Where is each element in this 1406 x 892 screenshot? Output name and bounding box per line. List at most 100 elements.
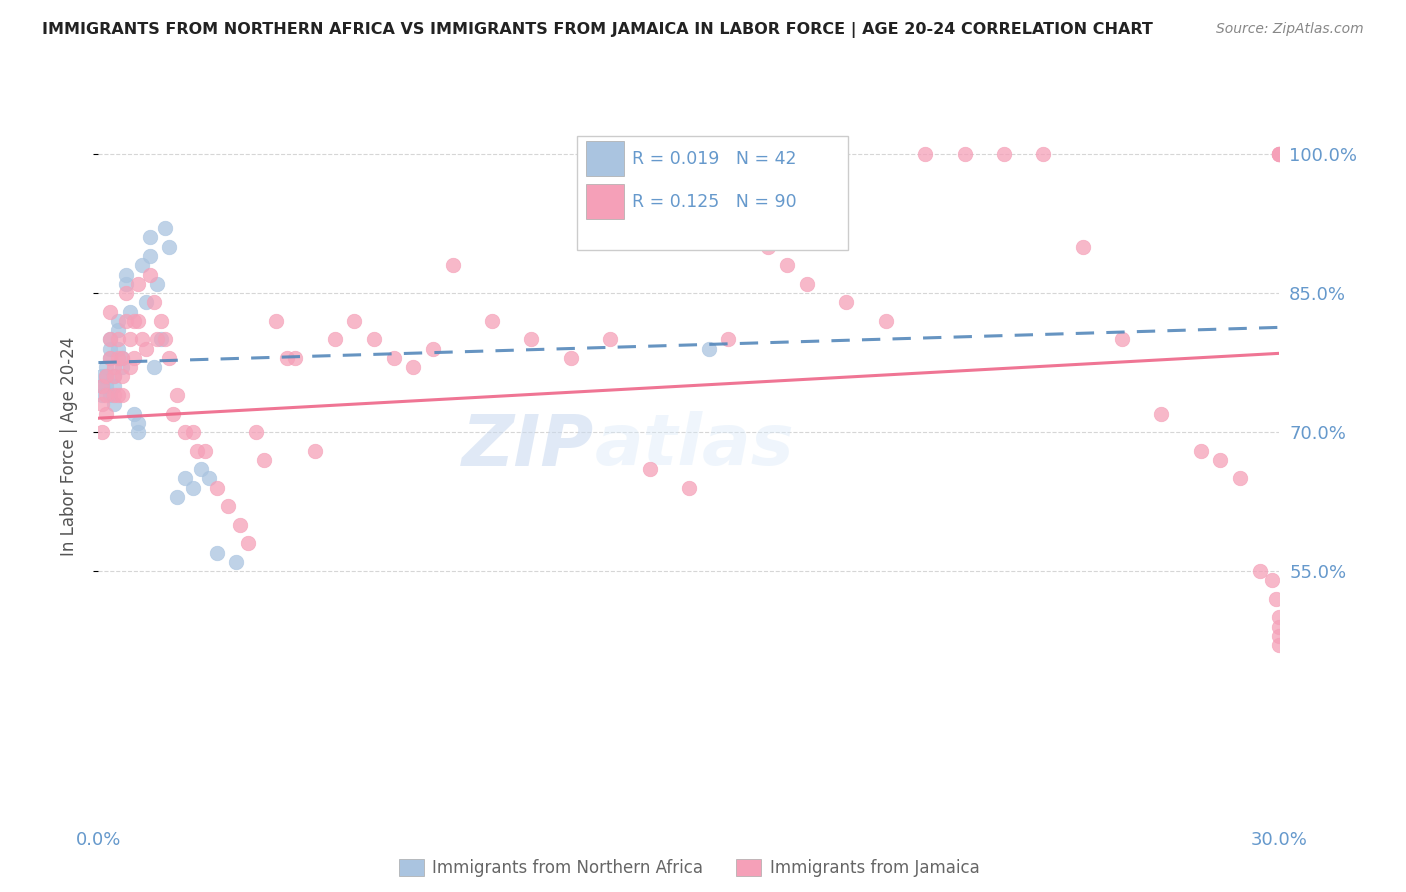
Point bbox=[150, 314, 173, 328]
Point bbox=[107, 342, 129, 356]
Point bbox=[796, 277, 818, 291]
Point bbox=[323, 333, 346, 347]
Point bbox=[1268, 147, 1291, 161]
Point bbox=[1150, 407, 1173, 421]
Point bbox=[107, 351, 129, 365]
Text: ZIP: ZIP bbox=[463, 411, 595, 481]
Point bbox=[98, 388, 121, 402]
Point bbox=[697, 342, 720, 356]
Point bbox=[142, 360, 165, 375]
FancyBboxPatch shape bbox=[586, 184, 624, 219]
Point bbox=[127, 425, 149, 439]
Point bbox=[166, 490, 188, 504]
Point bbox=[181, 425, 204, 439]
Point bbox=[107, 333, 129, 347]
Text: Source: ZipAtlas.com: Source: ZipAtlas.com bbox=[1216, 22, 1364, 37]
Point bbox=[91, 397, 114, 411]
Point bbox=[118, 304, 141, 318]
Point bbox=[363, 333, 385, 347]
Point bbox=[111, 388, 134, 402]
Point bbox=[98, 351, 121, 365]
Point bbox=[98, 351, 121, 365]
Point bbox=[122, 407, 145, 421]
Point bbox=[382, 351, 405, 365]
Point bbox=[96, 360, 118, 375]
Point bbox=[142, 295, 165, 310]
Legend: Immigrants from Northern Africa, Immigrants from Jamaica: Immigrants from Northern Africa, Immigra… bbox=[392, 852, 986, 884]
Point bbox=[776, 258, 799, 272]
Text: R = 0.125   N = 90: R = 0.125 N = 90 bbox=[633, 193, 797, 211]
Point bbox=[1268, 638, 1291, 652]
Point bbox=[174, 471, 197, 485]
Point bbox=[103, 378, 125, 392]
Point bbox=[98, 333, 121, 347]
Point bbox=[98, 342, 121, 356]
Y-axis label: In Labor Force | Age 20-24: In Labor Force | Age 20-24 bbox=[59, 336, 77, 556]
Point bbox=[343, 314, 366, 328]
Point bbox=[835, 295, 858, 310]
Point bbox=[118, 360, 141, 375]
Point bbox=[1111, 333, 1133, 347]
Point bbox=[91, 369, 114, 384]
Point bbox=[599, 333, 621, 347]
Point bbox=[481, 314, 503, 328]
Point bbox=[96, 407, 118, 421]
Point bbox=[717, 333, 740, 347]
Point bbox=[131, 258, 153, 272]
Point bbox=[217, 500, 239, 514]
Point bbox=[402, 360, 425, 375]
Point bbox=[174, 425, 197, 439]
Point bbox=[138, 268, 160, 282]
Point bbox=[162, 407, 184, 421]
Point bbox=[107, 323, 129, 337]
Point bbox=[118, 333, 141, 347]
Point bbox=[107, 388, 129, 402]
Point bbox=[122, 351, 145, 365]
Point bbox=[155, 333, 177, 347]
Point bbox=[205, 545, 228, 559]
Text: 0.0%: 0.0% bbox=[76, 830, 121, 848]
Point bbox=[96, 378, 118, 392]
Point bbox=[157, 240, 180, 254]
Point bbox=[953, 147, 976, 161]
Point bbox=[96, 369, 118, 384]
Point bbox=[138, 230, 160, 244]
Point bbox=[875, 314, 897, 328]
Point bbox=[91, 378, 114, 392]
Point bbox=[115, 277, 138, 291]
Point bbox=[96, 369, 118, 384]
Point bbox=[91, 425, 114, 439]
Point bbox=[135, 295, 157, 310]
Point bbox=[304, 443, 326, 458]
Point bbox=[205, 481, 228, 495]
Point bbox=[115, 314, 138, 328]
Point bbox=[1268, 620, 1291, 634]
Point bbox=[98, 304, 121, 318]
Point bbox=[98, 333, 121, 347]
Point bbox=[186, 443, 208, 458]
Point bbox=[599, 156, 621, 170]
Point bbox=[1189, 443, 1212, 458]
Point bbox=[150, 333, 173, 347]
Point bbox=[236, 536, 259, 550]
Point bbox=[194, 443, 217, 458]
Point bbox=[131, 333, 153, 347]
Point bbox=[111, 351, 134, 365]
Point bbox=[276, 351, 298, 365]
Point bbox=[1260, 574, 1282, 588]
Point bbox=[157, 351, 180, 365]
Text: 30.0%: 30.0% bbox=[1251, 830, 1308, 848]
Point bbox=[225, 555, 247, 569]
FancyBboxPatch shape bbox=[586, 141, 624, 177]
Point bbox=[127, 416, 149, 430]
Text: R = 0.019   N = 42: R = 0.019 N = 42 bbox=[633, 150, 797, 168]
Point bbox=[107, 314, 129, 328]
Point bbox=[1268, 147, 1291, 161]
Point bbox=[245, 425, 267, 439]
Point bbox=[111, 351, 134, 365]
Text: IMMIGRANTS FROM NORTHERN AFRICA VS IMMIGRANTS FROM JAMAICA IN LABOR FORCE | AGE : IMMIGRANTS FROM NORTHERN AFRICA VS IMMIG… bbox=[42, 22, 1153, 38]
Point bbox=[135, 342, 157, 356]
Point bbox=[756, 240, 779, 254]
Point bbox=[103, 360, 125, 375]
Point bbox=[190, 462, 212, 476]
